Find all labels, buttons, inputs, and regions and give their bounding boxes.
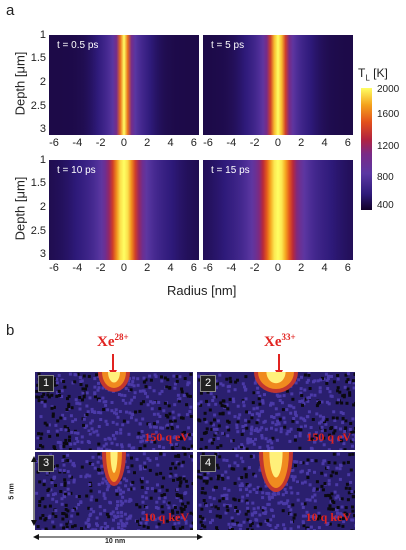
ion-symbol: Xe — [264, 334, 282, 350]
heatmap-5ps — [203, 35, 353, 135]
vertical-scale-bar — [31, 456, 37, 526]
tile-number: 2 — [200, 375, 216, 392]
y-tick: 2.5 — [30, 100, 46, 112]
heatmap-10ps — [49, 160, 199, 260]
x-tick: 6 — [190, 262, 197, 274]
stm-image-1: 1 150 q eV — [35, 372, 193, 450]
tile-number: 1 — [38, 375, 54, 392]
tile-number: 3 — [38, 455, 54, 472]
x-tick: 6 — [190, 137, 197, 149]
time-label: t = 10 ps — [57, 165, 96, 176]
ion-label-right: Xe33+ — [264, 332, 296, 351]
ion-symbol: Xe — [97, 334, 115, 350]
time-label: t = 0.5 ps — [57, 40, 99, 51]
energy-label: 150 q eV — [144, 430, 189, 444]
x-tick: -4 — [72, 137, 83, 149]
x-tick: -6 — [203, 262, 213, 274]
horizontal-scale-bar — [33, 534, 203, 540]
stm-image-4: 4 10 q keV — [197, 452, 355, 530]
x-tick: -4 — [226, 262, 237, 274]
colorbar-symbol: T — [358, 66, 366, 80]
x-tick: -6 — [203, 137, 213, 149]
x-tick: -2 — [249, 262, 260, 274]
panel-a-letter: a — [6, 2, 15, 19]
y-tick: 3 — [39, 248, 46, 260]
y-tick: 2.5 — [30, 225, 46, 237]
x-tick: 4 — [167, 262, 174, 274]
stm-image-2: 2 150 q eV — [197, 372, 355, 450]
x-tick: 6 — [344, 262, 351, 274]
y-tick: 2 — [39, 201, 46, 213]
colorbar-tick: 1600 — [377, 109, 400, 120]
ion-charge: 28+ — [114, 332, 129, 342]
stm-image-3: 3 10 q keV — [35, 452, 193, 530]
vertical-scale-label: 5 nm — [8, 483, 16, 500]
x-tick: 0 — [120, 137, 127, 149]
x-tick: 4 — [321, 262, 328, 274]
energy-label: 150 q eV — [306, 430, 351, 444]
x-tick: 0 — [274, 262, 281, 274]
tile-number: 4 — [200, 455, 216, 472]
energy-label: 10 q keV — [143, 510, 189, 524]
colorbar-tick: 800 — [377, 172, 394, 183]
y-tick: 1.5 — [30, 177, 46, 189]
y-tick: 1.5 — [30, 52, 46, 64]
colorbar-tick: 2000 — [377, 84, 400, 95]
panel-b-letter: b — [6, 322, 15, 339]
colorbar-title: TL [K] — [358, 66, 388, 82]
x-tick: -4 — [72, 262, 83, 274]
x-tick: -6 — [49, 262, 59, 274]
x-tick: -2 — [95, 137, 106, 149]
x-tick: 2 — [144, 262, 151, 274]
y-tick: 3 — [39, 123, 46, 135]
colorbar-tick: 1200 — [377, 141, 400, 152]
colorbar-subscript: L — [365, 73, 370, 83]
x-tick: 2 — [298, 262, 305, 274]
y-tick: 2 — [39, 76, 46, 88]
x-tick: 2 — [298, 137, 305, 149]
heatmap-15ps — [203, 160, 353, 260]
x-tick: 0 — [120, 262, 127, 274]
x-tick: 2 — [144, 137, 151, 149]
x-tick: 0 — [274, 137, 281, 149]
x-tick: -4 — [226, 137, 237, 149]
time-label: t = 15 ps — [211, 165, 250, 176]
ion-label-left: Xe28+ — [97, 332, 129, 351]
horizontal-scale-label: 10 nm — [105, 538, 126, 545]
x-tick: -6 — [49, 137, 59, 149]
y-tick: 1 — [39, 154, 46, 166]
colorbar — [361, 88, 372, 210]
x-tick: 6 — [344, 137, 351, 149]
x-tick: 4 — [321, 137, 328, 149]
energy-label: 10 q keV — [305, 510, 351, 524]
x-tick: -2 — [95, 262, 106, 274]
colorbar-tick: 400 — [377, 200, 394, 211]
ion-charge: 33+ — [281, 332, 296, 342]
x-tick: -2 — [249, 137, 260, 149]
heatmap-0-5ps — [49, 35, 199, 135]
y-tick: 1 — [39, 29, 46, 41]
time-label: t = 5 ps — [211, 40, 245, 51]
colorbar-unit: [K] — [373, 66, 388, 80]
x-axis-title: Radius [nm] — [167, 283, 237, 298]
x-tick: 4 — [167, 137, 174, 149]
